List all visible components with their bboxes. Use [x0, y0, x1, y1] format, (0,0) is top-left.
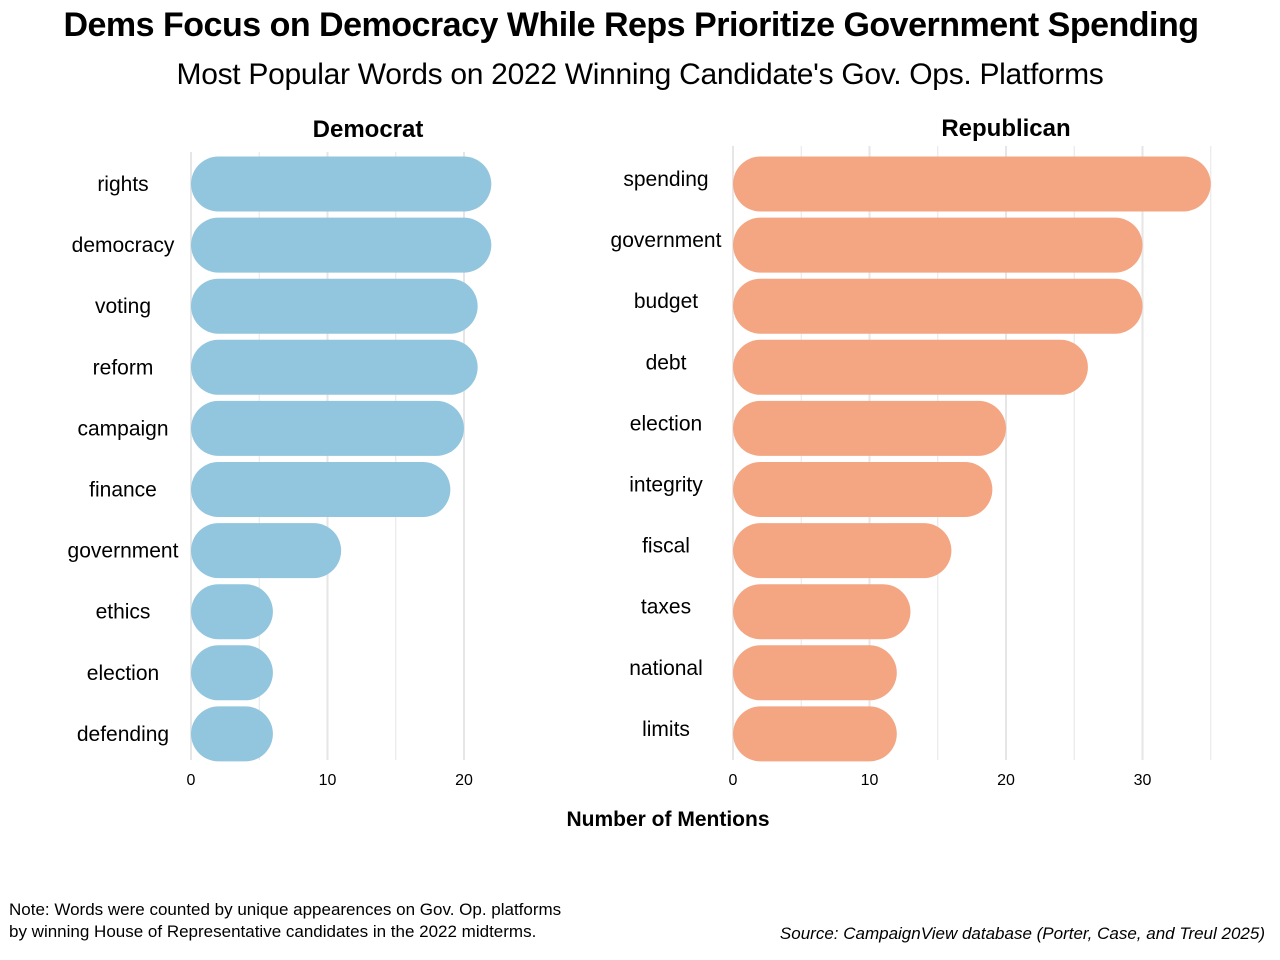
republican-category-label: budget [634, 290, 698, 313]
chart-subtitle: Most Popular Words on 2022 Winning Candi… [176, 58, 1104, 91]
democrat-category-label: finance [89, 479, 157, 502]
republican-category-label: debt [646, 351, 687, 374]
republican-category-label: integrity [629, 474, 703, 497]
democrat-bar-voting [191, 278, 478, 334]
democrat-x-tick-label: 0 [187, 772, 196, 789]
democrat-category-label: government [68, 540, 179, 563]
democrat-category-label: defending [77, 723, 169, 746]
x-axis-label: Number of Mentions [566, 808, 770, 831]
republican-bar-government [733, 217, 1143, 273]
republican-bar-debt [733, 339, 1088, 395]
democrat-category-label: campaign [77, 417, 168, 440]
democrat-category-label: election [87, 662, 159, 685]
republican-bar-election [733, 400, 1006, 456]
democrat-bar-defending [191, 706, 273, 762]
note: Note: Words were counted by unique appea… [9, 899, 649, 943]
republican-bar-integrity [733, 462, 993, 517]
democrat-bar-reform [191, 339, 478, 395]
republican-bar-national [733, 645, 897, 701]
democrat-panel-title: Democrat [312, 116, 424, 143]
republican-category-label: spending [623, 168, 708, 191]
democrat-category-label: democracy [72, 234, 175, 257]
democrat-category-label: rights [97, 173, 148, 196]
republican-bar-fiscal [733, 523, 952, 579]
republican-category-label: national [629, 657, 703, 680]
democrat-category-label: voting [95, 295, 151, 318]
democrat-panel: 0 10 20 rights democracy voting reform campaign… [68, 152, 492, 789]
republican-x-tick-label: 30 [1134, 772, 1152, 789]
note-line-1: Note: Words were counted by unique appea… [9, 900, 562, 919]
democrat-bar-government [191, 523, 342, 579]
democrat-x-tick-label: 10 [319, 772, 337, 789]
democrat-category-label: ethics [96, 601, 151, 624]
republican-category-label: government [611, 229, 722, 252]
note-line-2: by winning House of Representative candi… [9, 922, 537, 941]
republican-bar-limits [733, 706, 897, 762]
democrat-bar-finance [191, 462, 451, 517]
democrat-bar-campaign [191, 400, 464, 456]
republican-panel: 0 10 20 30 spending government budget debt elect… [611, 146, 1212, 789]
democrat-x-tick-label: 20 [455, 772, 473, 789]
chart-title: Dems Focus on Democracy While Reps Prior… [63, 6, 1199, 44]
republican-category-label: election [630, 412, 702, 435]
democrat-category-label: reform [93, 356, 154, 379]
source-note: Source: CampaignView database (Porter, C… [779, 924, 1265, 943]
democrat-bar-ethics [191, 584, 273, 640]
democrat-bar-election [191, 645, 273, 701]
republican-x-tick-label: 20 [997, 772, 1015, 789]
republican-category-label: limits [642, 718, 690, 741]
republican-x-tick-label: 10 [861, 772, 879, 789]
republican-x-tick-label: 0 [729, 772, 738, 789]
republican-bar-budget [733, 278, 1143, 334]
democrat-bar-rights [191, 156, 492, 212]
republican-category-label: taxes [641, 596, 691, 619]
republican-panel-title: Republican [941, 115, 1071, 142]
republican-category-label: fiscal [642, 535, 690, 558]
republican-bar-taxes [733, 584, 911, 640]
democrat-bar-democracy [191, 217, 492, 273]
republican-bar-spending [733, 156, 1211, 212]
